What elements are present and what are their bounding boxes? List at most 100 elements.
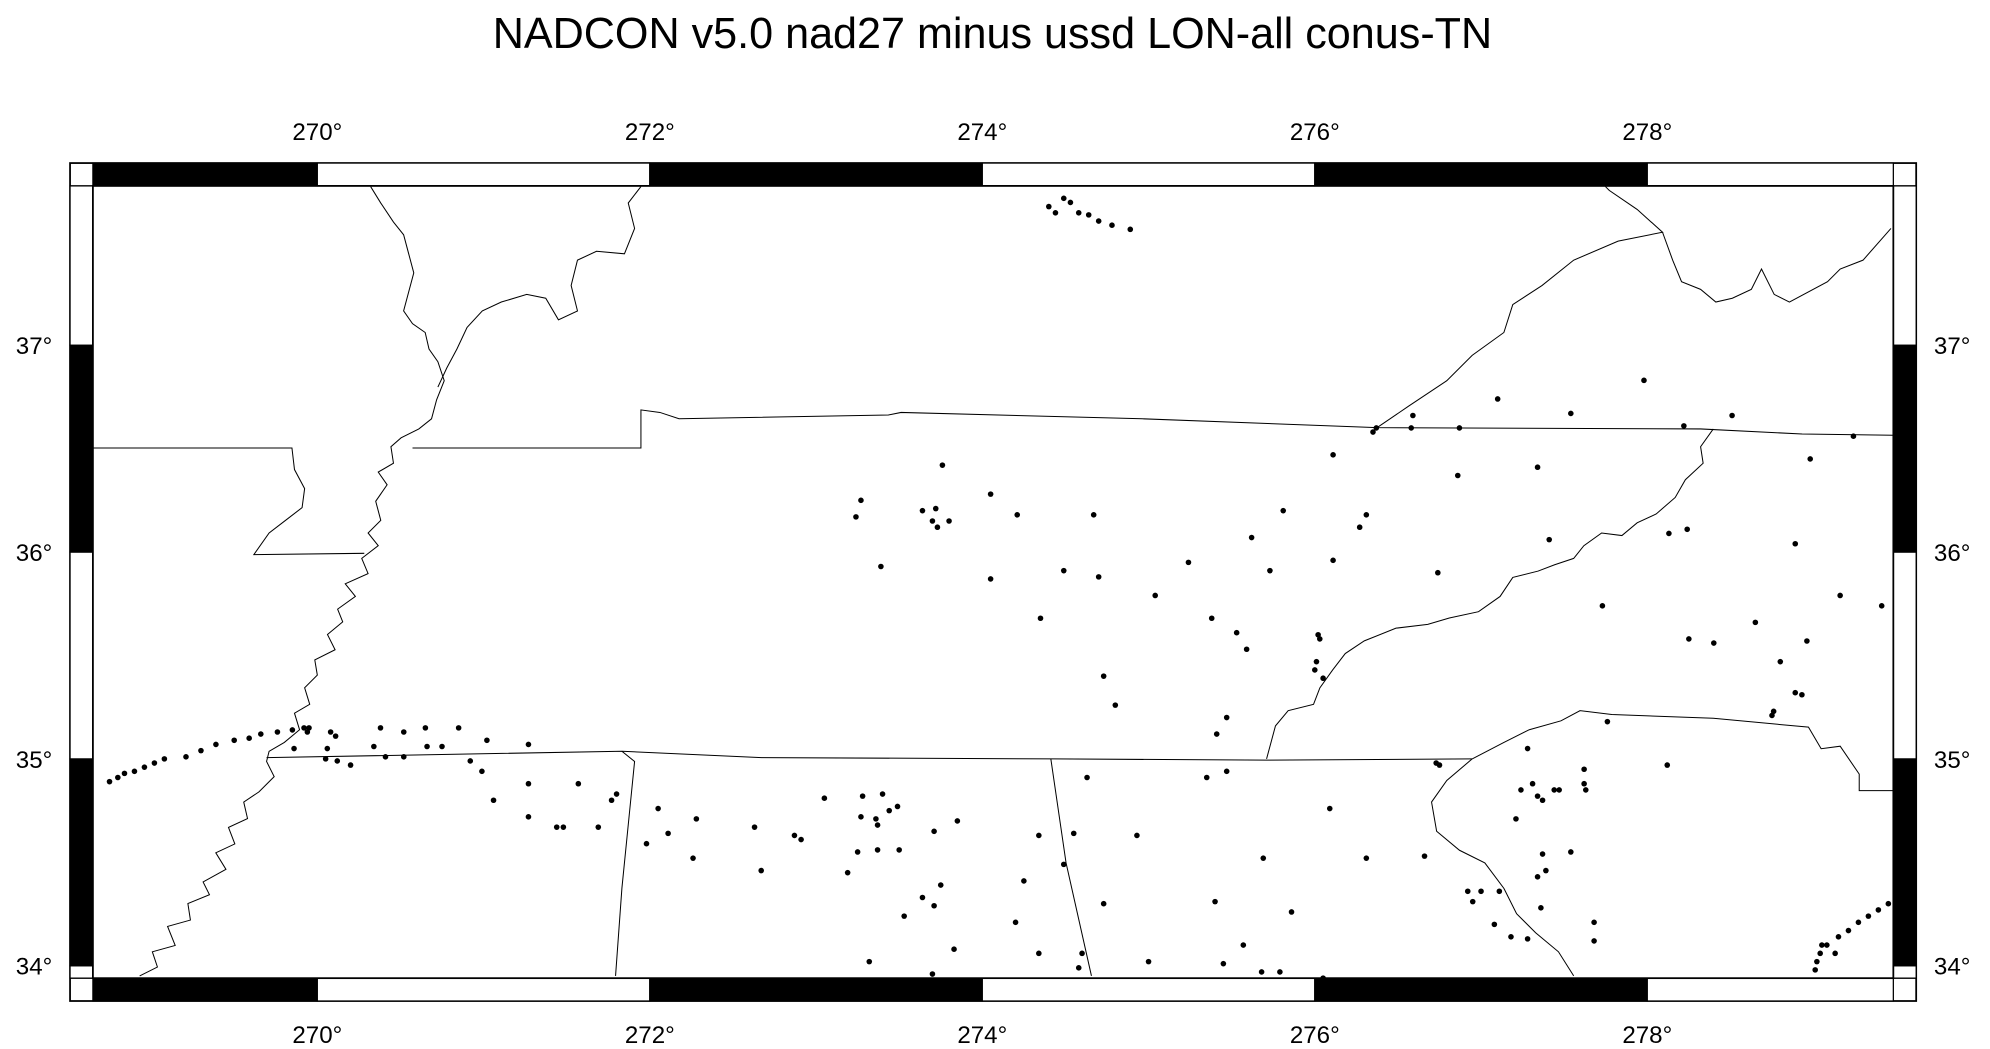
- data-point: [424, 743, 430, 750]
- data-point: [1478, 888, 1484, 895]
- data-point: [1363, 512, 1370, 518]
- frame-band-segment: [316, 162, 651, 187]
- data-point: [1568, 849, 1574, 855]
- data-point: [1464, 888, 1471, 895]
- data-point: [1686, 636, 1692, 642]
- y-tick-label-right: 34°: [1934, 954, 1970, 981]
- data-point: [575, 780, 582, 787]
- data-point: [1435, 569, 1441, 576]
- data-point: [1100, 673, 1107, 679]
- data-point: [1711, 640, 1717, 646]
- data-point: [131, 768, 138, 775]
- kentucky-tennessee-border: [412, 409, 1894, 449]
- data-point: [931, 828, 937, 835]
- frame-band-segment: [92, 162, 318, 187]
- data-point: [1581, 766, 1587, 773]
- frame-band-segment: [1314, 977, 1648, 1002]
- data-point: [1496, 888, 1503, 895]
- data-point: [1313, 658, 1320, 665]
- data-point: [1456, 425, 1463, 431]
- west-virginia-border: [1662, 228, 1892, 303]
- data-point: [1240, 942, 1247, 948]
- data-point: [439, 743, 445, 750]
- x-tick-label-top: 274°: [957, 119, 1007, 146]
- data-point: [987, 576, 994, 582]
- data-point: [525, 741, 532, 748]
- data-point: [1070, 830, 1077, 837]
- data-point: [919, 894, 926, 901]
- data-point: [484, 737, 490, 744]
- data-point: [1518, 787, 1524, 793]
- y-tick-label-left: 34°: [16, 954, 52, 981]
- data-point: [1233, 629, 1240, 636]
- data-point: [1410, 412, 1416, 419]
- data-point: [1185, 559, 1192, 566]
- data-point: [758, 867, 764, 874]
- data-point: [844, 869, 851, 876]
- data-point: [1213, 731, 1220, 737]
- data-point: [1556, 787, 1562, 793]
- data-point: [1363, 855, 1370, 861]
- data-point: [231, 737, 237, 744]
- missouri-bootheel-line: [92, 447, 365, 556]
- data-point: [1037, 615, 1044, 622]
- frame-band-segment: [1646, 977, 1894, 1002]
- data-point: [1060, 195, 1067, 202]
- data-point: [934, 524, 941, 531]
- data-point: [873, 816, 879, 822]
- data-point: [1060, 861, 1067, 868]
- georgia-north-carolina-border: [1471, 710, 1894, 792]
- data-point: [1494, 396, 1501, 402]
- data-point: [1212, 898, 1218, 905]
- data-point: [1075, 965, 1082, 971]
- x-tick-label-bottom: 276°: [1290, 1022, 1340, 1049]
- data-point: [1079, 950, 1085, 957]
- data-point: [798, 836, 804, 843]
- data-point: [874, 847, 881, 853]
- data-point: [879, 791, 886, 797]
- data-point: [1084, 774, 1090, 781]
- frame-band-segment: [981, 977, 1316, 1002]
- ohio-river: [437, 186, 642, 388]
- data-point: [334, 758, 341, 764]
- data-point: [1330, 452, 1336, 458]
- frame-band-segment: [316, 977, 651, 1002]
- data-point: [901, 913, 907, 919]
- data-point: [1373, 425, 1380, 431]
- data-points: [106, 195, 1892, 981]
- data-point: [1095, 574, 1102, 580]
- data-point: [1814, 958, 1820, 965]
- data-point: [1543, 867, 1549, 874]
- data-point: [859, 793, 866, 799]
- data-point: [121, 770, 128, 777]
- data-point: [690, 855, 696, 861]
- data-point: [1524, 745, 1531, 752]
- data-point: [1837, 592, 1843, 599]
- data-point: [1243, 646, 1250, 653]
- data-point: [1036, 950, 1042, 957]
- data-point: [1591, 938, 1597, 944]
- data-point: [382, 754, 389, 760]
- data-point: [1865, 913, 1872, 919]
- x-tick-label-top: 272°: [625, 119, 675, 146]
- frame-band-segment: [649, 162, 983, 187]
- data-point: [1095, 218, 1102, 224]
- frame-band-segment: [69, 185, 94, 346]
- data-point: [422, 725, 429, 731]
- data-point: [1885, 900, 1892, 907]
- data-point: [1568, 410, 1574, 417]
- data-point: [183, 754, 189, 760]
- data-point: [304, 729, 311, 735]
- data-point: [1326, 805, 1333, 812]
- data-point: [274, 729, 281, 735]
- data-point: [1469, 898, 1476, 905]
- x-tick-label-top: 276°: [1290, 119, 1340, 146]
- data-point: [1604, 718, 1611, 725]
- data-point: [141, 764, 148, 770]
- data-point: [400, 729, 407, 735]
- outer-frame: [69, 162, 1918, 1002]
- data-point: [1508, 933, 1514, 940]
- data-point: [1220, 960, 1227, 967]
- data-point: [1320, 675, 1326, 682]
- data-point: [1581, 780, 1587, 787]
